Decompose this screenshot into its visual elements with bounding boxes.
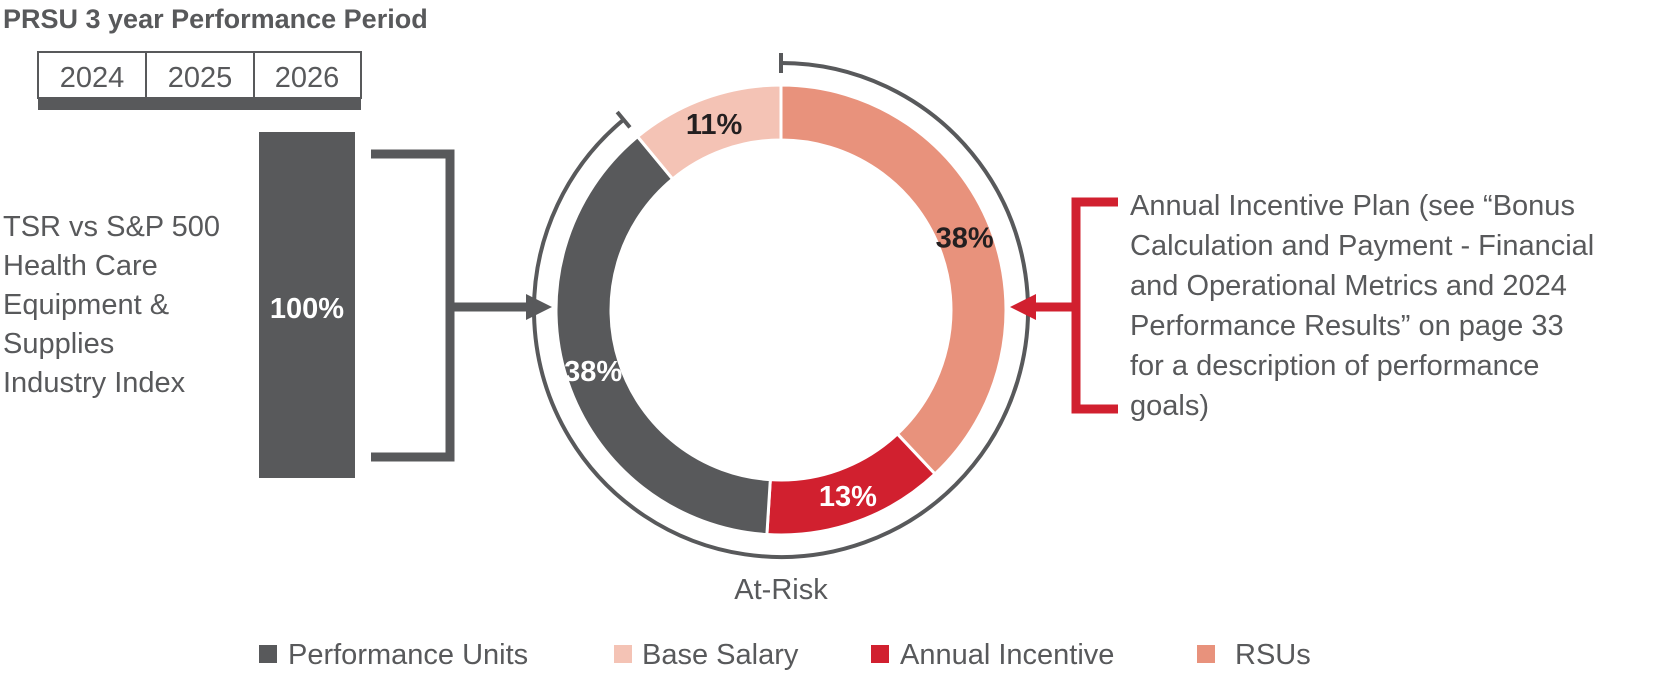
year-label: 2025	[168, 62, 233, 94]
donut-slice-performance-units	[554, 134, 772, 537]
year-boxes: 2024 2025 2026	[37, 51, 362, 110]
donut-slice-label: 38%	[564, 356, 622, 388]
legend-label: RSUs	[1235, 639, 1311, 671]
donut-chart: 38% 13% 38% 11%	[554, 83, 1008, 537]
donut-slice-label: 38%	[936, 222, 994, 254]
donut-slice-base-salary	[635, 83, 783, 182]
prsu-metric-line: Health Care	[3, 250, 158, 282]
aip-note: Annual Incentive Plan (see “Bonus Calcul…	[1130, 190, 1602, 422]
legend-label: Annual Incentive	[900, 639, 1114, 671]
prsu-weight-bar	[259, 132, 355, 478]
aip-note-line: Calculation and Payment - Financial	[1130, 230, 1594, 262]
at-risk-arc-tick	[615, 110, 632, 129]
year-label: 2026	[275, 62, 340, 94]
donut-slice-label: 11%	[686, 109, 743, 141]
prsu-metric-line: Equipment &	[3, 289, 169, 321]
legend-label: Performance Units	[288, 639, 528, 671]
prsu-arrow-head	[526, 294, 552, 320]
timeline-bar	[38, 98, 361, 110]
year-label: 2024	[60, 62, 125, 94]
legend-swatch-base-salary	[614, 645, 632, 663]
legend-swatch-annual-incentive	[871, 645, 889, 663]
legend-label: Base Salary	[642, 639, 799, 671]
prsu-weight-label: 100%	[270, 293, 344, 325]
legend-swatch-rsus	[1197, 645, 1215, 663]
aip-note-line: for a description of performance	[1130, 350, 1539, 382]
legend-swatch-performance-units	[259, 645, 277, 663]
prsu-metric-label: TSR vs S&P 500 Health Care Equipment & S…	[3, 211, 228, 399]
at-risk-arc	[532, 61, 1030, 559]
chart-title: PRSU 3 year Performance Period	[3, 4, 428, 34]
legend: Performance Units Base Salary Annual Inc…	[259, 639, 1311, 671]
donut-slice-rsus	[779, 83, 1008, 477]
aip-note-line: and Operational Metrics and 2024	[1130, 270, 1567, 302]
aip-note-line: Performance Results” on page 33	[1130, 310, 1564, 342]
aip-note-line: goals)	[1130, 390, 1209, 422]
prsu-bracket	[371, 149, 455, 462]
aip-bracket	[1071, 197, 1118, 414]
prsu-metric-line: Industry Index	[3, 367, 186, 399]
prsu-metric-line: Supplies	[3, 328, 114, 360]
donut-slice-label: 13%	[819, 481, 877, 513]
aip-arrow-head	[1010, 294, 1036, 320]
prsu-metric-line: TSR vs S&P 500	[3, 211, 220, 243]
aip-note-line: Annual Incentive Plan (see “Bonus	[1130, 190, 1575, 222]
at-risk-label: At-Risk	[734, 574, 828, 606]
